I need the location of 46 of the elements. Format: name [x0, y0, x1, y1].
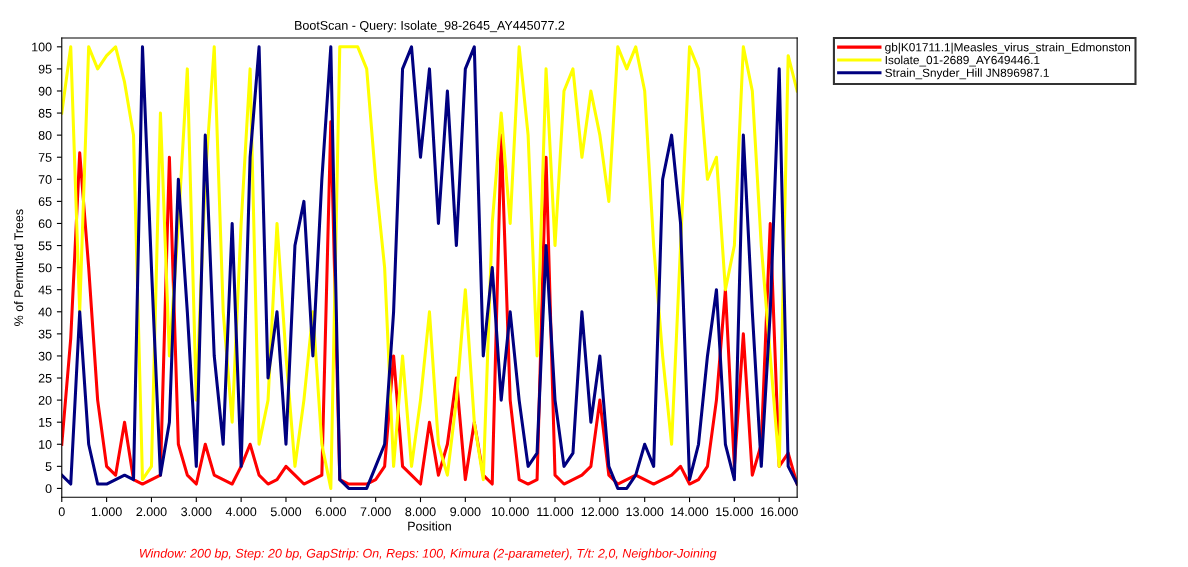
y-tick-label: 75: [38, 153, 52, 162]
y-tick-label: 0: [45, 484, 52, 494]
x-tick-label: 2.000: [136, 507, 167, 517]
x-tick-label: 16.000: [761, 507, 798, 517]
y-tick-label: 55: [38, 241, 52, 251]
y-tick-label: 20: [38, 395, 52, 405]
y-tick-label: 90: [38, 86, 52, 96]
x-tick-label: 14.000: [671, 507, 709, 517]
x-tick-label: 11.000: [537, 507, 574, 517]
y-tick-label: 85: [38, 108, 52, 118]
y-tick-label: 60: [38, 219, 52, 229]
x-tick-label: 1.000: [91, 507, 122, 517]
y-tick-label: 40: [38, 307, 52, 317]
y-tick-label: 25: [38, 373, 52, 383]
legend-label: Strain_Snyder_Hill JN896987.1: [885, 68, 1049, 80]
x-tick-label: 13.000: [626, 507, 664, 517]
x-tick-label: 5.000: [270, 507, 302, 517]
x-tick-label: 12.000: [581, 507, 619, 517]
y-axis-title: % of Permuted Trees: [13, 209, 24, 326]
x-axis-title: Position: [408, 521, 451, 531]
x-tick-label: 10.000: [492, 507, 529, 517]
y-tick-label: 95: [38, 64, 52, 74]
y-tick-label: 80: [38, 130, 52, 140]
y-tick-label: 35: [38, 329, 52, 339]
x-tick-label: 3.000: [181, 507, 212, 517]
y-tick-label: 10: [39, 440, 52, 449]
y-tick-label: 45: [38, 285, 52, 295]
x-tick-label: 15.000: [716, 507, 753, 517]
y-tick-label: 50: [38, 263, 52, 273]
legend-label: gb|K01711.1|Measles_virus_strain_Edmonston: [885, 42, 1131, 54]
x-tick-label: 6.000: [315, 507, 346, 517]
y-tick-label: 15: [39, 418, 52, 427]
y-tick-label: 65: [38, 197, 52, 207]
x-tick-label: 9.000: [450, 507, 481, 517]
text: Window: 200 bp, Step: 20 bp, GapStrip: On, Reps: 100, Kimura (2-parameter), T/t: 2,0, Neighbor-Joining: [139, 548, 717, 561]
x-tick-label: 8.000: [405, 507, 436, 517]
y-tick-label: 70: [38, 175, 52, 184]
y-tick-label: 100: [32, 42, 52, 52]
y-tick-label: 30: [38, 351, 52, 361]
x-tick-label: 7.000: [360, 507, 391, 517]
line-series: [61, 45, 798, 490]
x-tick-label: 4.000: [225, 507, 257, 517]
chart-title: BootScan - Query: Isolate_98-2645_AY445077.2: [295, 20, 565, 33]
y-tick-label: 5: [45, 462, 52, 471]
x-tick-label: 0: [58, 507, 65, 517]
legend-label: Isolate_01-2689_AY649446.1: [885, 55, 1040, 67]
